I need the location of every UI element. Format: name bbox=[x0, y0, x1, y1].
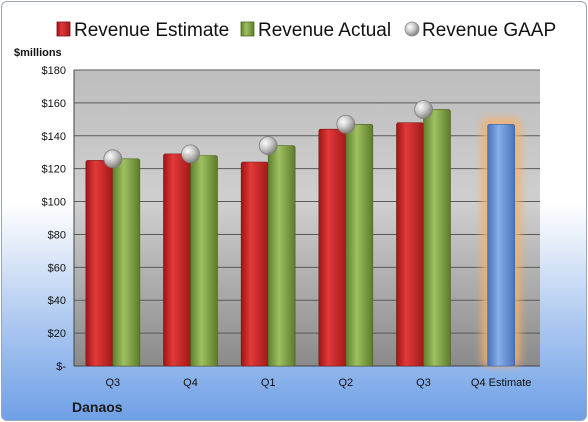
x-tick-label: Q4 bbox=[183, 377, 198, 389]
marker-revenue-gaap bbox=[103, 149, 123, 169]
legend-label: Revenue Estimate bbox=[74, 20, 229, 41]
y-tick-label: $40 bbox=[48, 295, 66, 307]
y-tick-label: $- bbox=[56, 361, 66, 373]
x-tick-label: Q1 bbox=[261, 377, 276, 389]
y-tick-label: $160 bbox=[42, 98, 66, 110]
marker-revenue-gaap bbox=[258, 136, 278, 156]
bar-revenue-actual bbox=[423, 109, 451, 367]
bar-revenue-estimate bbox=[396, 122, 424, 367]
legend-marker-gaap bbox=[404, 21, 420, 37]
unit-label: $millions bbox=[14, 47, 62, 59]
bar-revenue-estimate bbox=[318, 128, 347, 367]
bar-revenue-actual bbox=[112, 158, 141, 367]
bar-revenue-estimate bbox=[240, 161, 269, 367]
legend-label: Revenue GAAP bbox=[422, 20, 556, 41]
bar-revenue-actual bbox=[190, 155, 218, 367]
legend-swatch-estimate bbox=[56, 21, 71, 37]
x-tick-label: Q3 bbox=[416, 377, 431, 389]
y-tick-label: $120 bbox=[42, 164, 66, 176]
x-tick-label: Q4 Estimate bbox=[471, 377, 532, 389]
y-tick-label: $180 bbox=[42, 65, 66, 77]
bar-q4-estimate bbox=[487, 123, 515, 367]
bar-revenue-estimate bbox=[85, 160, 114, 367]
y-tick-label: $20 bbox=[48, 328, 66, 340]
marker-revenue-gaap bbox=[181, 144, 200, 164]
y-tick-label: $140 bbox=[42, 131, 66, 143]
company-name: Danaos bbox=[72, 399, 123, 415]
y-tick-label: $100 bbox=[42, 197, 66, 209]
legend-label: Revenue Actual bbox=[258, 20, 391, 41]
bar-revenue-actual bbox=[345, 123, 374, 367]
plot-area bbox=[74, 70, 540, 366]
marker-revenue-gaap bbox=[336, 114, 356, 134]
bar-revenue-actual bbox=[267, 145, 296, 367]
bar-revenue-estimate bbox=[163, 153, 191, 367]
x-tick-label: Q2 bbox=[338, 377, 353, 389]
y-tick-label: $60 bbox=[48, 262, 66, 274]
legend-swatch-actual bbox=[240, 21, 255, 37]
y-tick-label: $80 bbox=[48, 229, 66, 241]
x-tick-label: Q3 bbox=[105, 377, 120, 389]
marker-revenue-gaap bbox=[414, 100, 433, 119]
